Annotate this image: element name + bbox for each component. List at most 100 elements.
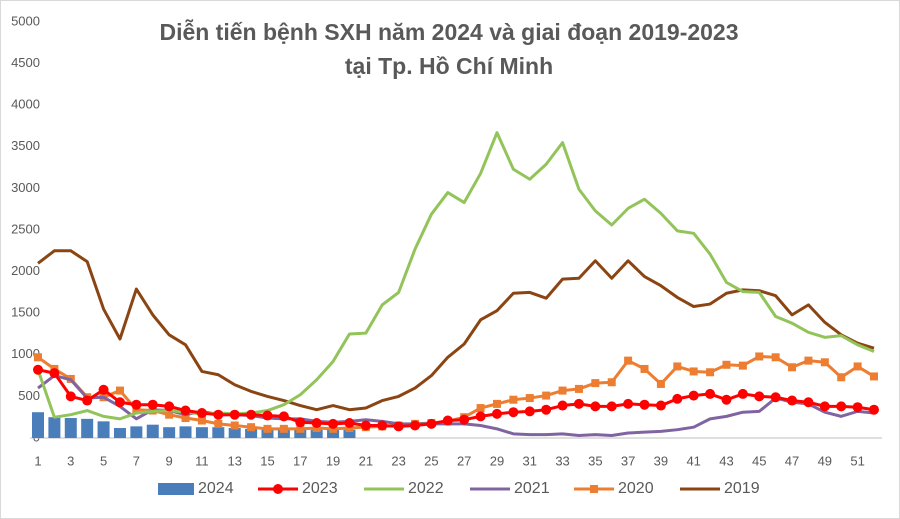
x-tick-label: 39: [654, 453, 668, 468]
marker: [738, 361, 747, 370]
marker: [706, 368, 715, 377]
marker: [624, 356, 633, 365]
x-tick-label: 19: [326, 453, 340, 468]
marker: [131, 399, 142, 410]
marker: [541, 404, 552, 415]
marker: [803, 397, 814, 408]
bar: [81, 418, 94, 438]
line: [36, 131, 875, 421]
marker: [229, 409, 240, 420]
marker: [360, 420, 371, 431]
chart-title: Diễn tiến bệnh SXH năm 2024 và giai đoạn…: [159, 18, 738, 45]
x-tick-label: 47: [785, 453, 799, 468]
x-tick-label: 41: [686, 453, 700, 468]
marker: [557, 400, 568, 411]
marker: [705, 388, 716, 399]
marker: [442, 415, 453, 426]
y-tick-label: 1000: [11, 346, 40, 361]
marker: [426, 418, 437, 429]
marker: [639, 399, 650, 410]
y-tick-label: 3000: [11, 180, 40, 195]
x-tick-label: 13: [227, 453, 241, 468]
y-tick-label: 2500: [11, 221, 40, 236]
marker: [476, 404, 485, 413]
marker: [410, 420, 421, 431]
marker: [197, 416, 206, 425]
y-tick-label: 2000: [11, 263, 40, 278]
marker: [377, 420, 388, 431]
x-tick-label: 15: [260, 453, 274, 468]
marker: [525, 394, 534, 403]
marker: [213, 409, 224, 420]
marker: [869, 404, 879, 415]
marker: [114, 397, 125, 408]
marker: [607, 378, 616, 387]
x-tick-label: 3: [67, 453, 74, 468]
marker: [591, 379, 600, 388]
bar: [277, 428, 290, 438]
x-tick-label: 11: [195, 453, 209, 468]
marker: [263, 424, 272, 433]
x-tick-label: 37: [621, 453, 635, 468]
x-tick-label: 51: [850, 453, 864, 468]
bar: [327, 429, 340, 438]
marker: [65, 391, 76, 402]
x-tick-label: 23: [391, 453, 405, 468]
marker: [721, 394, 732, 405]
marker: [147, 399, 158, 410]
marker: [49, 368, 60, 379]
marker: [508, 407, 519, 418]
marker: [590, 401, 601, 412]
marker: [837, 373, 846, 382]
x-tick-label: 49: [818, 453, 832, 468]
marker: [558, 386, 567, 395]
bar: [195, 427, 208, 438]
legend-swatch: [158, 483, 194, 495]
bar: [179, 426, 192, 438]
marker: [573, 398, 584, 409]
marker: [655, 400, 666, 411]
marker: [804, 356, 813, 365]
marker: [870, 372, 878, 381]
marker: [689, 367, 698, 376]
marker: [459, 414, 470, 425]
legend-label: 2024: [198, 480, 234, 497]
marker: [295, 417, 306, 428]
chart-title: tại Tp. Hồ Chí Minh: [345, 53, 553, 79]
marker: [34, 353, 42, 362]
bar: [64, 418, 77, 438]
y-tick-label: 4500: [11, 55, 40, 70]
marker: [262, 410, 273, 421]
marker: [542, 391, 551, 400]
marker: [819, 401, 830, 412]
bar: [212, 427, 225, 438]
marker: [328, 418, 339, 429]
marker: [754, 391, 765, 402]
y-tick-label: 1500: [11, 305, 40, 320]
line: [37, 249, 875, 412]
marker: [475, 411, 486, 422]
x-tick-label: 45: [752, 453, 766, 468]
marker: [311, 418, 322, 429]
marker: [836, 401, 847, 412]
y-tick-label: 500: [18, 388, 40, 403]
bar: [261, 428, 274, 438]
legend-label: 2019: [724, 480, 760, 497]
marker: [623, 398, 634, 409]
marker: [165, 410, 174, 419]
marker: [606, 401, 617, 412]
marker: [771, 353, 780, 362]
legend-marker: [273, 484, 283, 494]
marker: [673, 362, 682, 371]
marker: [230, 421, 239, 430]
bar: [146, 424, 159, 438]
marker: [278, 411, 289, 422]
x-tick-label: 29: [490, 453, 504, 468]
y-tick-label: 4000: [11, 97, 40, 112]
bar: [32, 412, 44, 438]
bar: [294, 429, 307, 438]
y-tick-label: 5000: [11, 13, 40, 28]
marker: [688, 390, 699, 401]
marker: [164, 401, 175, 412]
